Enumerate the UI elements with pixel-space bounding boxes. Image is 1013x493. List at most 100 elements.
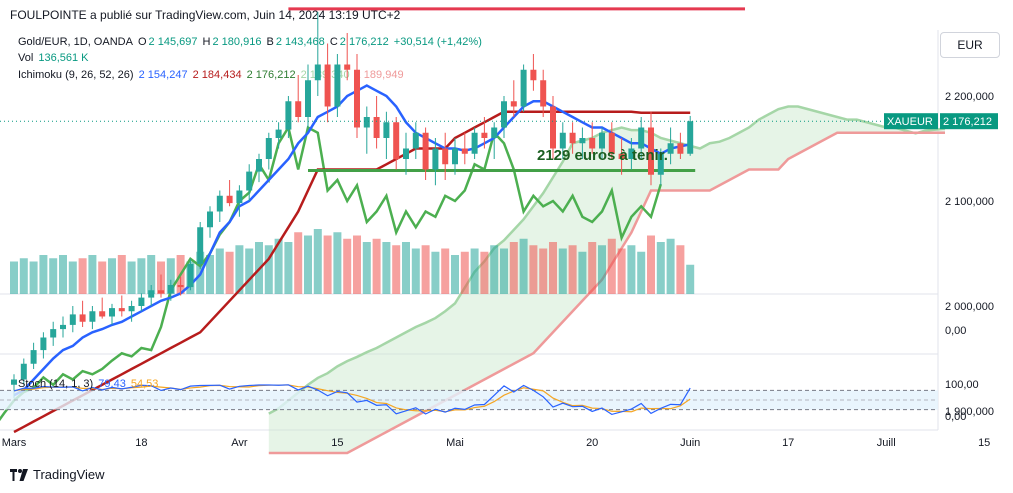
volume-label[interactable]: Vol [18,52,34,64]
span-b-value: 2 189,949 [354,69,404,81]
senkou-span-b-line [268,131,945,455]
candle-body [99,311,106,317]
stoch-legend: Stoch (14, 1, 3) 79,43 54,53 [18,378,160,390]
kijun-value: 2 184,434 [192,69,242,81]
candle-body [295,101,302,117]
volume-bar [127,261,136,294]
volume-bar [558,248,567,294]
candle-body [30,350,37,364]
volume-bar [421,245,430,294]
volume-bar [607,238,616,294]
candle-body [530,69,537,81]
candle-body [569,132,576,144]
time-tick-label: 18 [135,437,147,449]
candle-body [69,314,76,325]
candle-body [89,311,96,322]
volume-bar [274,238,283,294]
volume-bar [666,238,675,294]
volume-bar [509,242,518,294]
volume-bar [686,264,695,294]
ichimoku-label[interactable]: Ichimoku (9, 26, 52, 26) [18,69,134,81]
time-tick-label: 17 [782,437,794,449]
time-tick-label: 20 [586,437,598,449]
volume-bar [460,251,469,294]
candle-body [324,64,331,107]
volume-bar [676,245,685,294]
candle-body [579,138,586,144]
volume-bar [88,255,97,294]
candle-body [314,64,321,81]
volume-bar [588,242,597,294]
stoch-d-value: 54,53 [130,378,159,390]
volume-bar [539,248,548,294]
candle-body [334,64,341,107]
volume-bar [10,261,18,294]
close-value: 2 176,212 [339,36,389,48]
time-tick-label: Avr [231,437,248,449]
price-tick-label: 2 100,000 [945,196,994,208]
volume-bar [78,258,87,294]
volume-bar [402,242,410,294]
candle-body [393,122,400,159]
currency-button[interactable]: EUR [940,32,1000,58]
candle-body [442,148,449,165]
candle-body [109,308,115,317]
candle-body [138,297,145,306]
price-tick-label: 2 000,000 [945,301,994,313]
chikou-value: 2 176,212 [246,69,296,81]
time-tick-label: 15 [978,437,990,449]
volume-bar [598,245,606,294]
volume-bar [49,258,58,294]
volume-bar [264,245,273,294]
candle-body [40,337,47,351]
volume-bar [137,258,146,294]
time-tick-label: 15 [331,437,343,449]
volume-bar [519,238,528,294]
volume-bar [656,242,665,294]
candle-body [226,195,233,204]
volume-bar [637,251,646,294]
volume-bar [647,235,655,294]
volume-bar [147,255,156,294]
close-label: C [329,36,338,48]
time-tick-label: Mars [2,437,27,449]
volume-bar [480,251,489,294]
footer-brand[interactable]: TradingView [10,467,105,482]
volume-bar [529,245,538,294]
candle-body [275,129,282,138]
volume-bar [372,238,381,294]
symbol-name[interactable]: Gold/EUR, 1D, OANDA [18,36,133,48]
tenkan-value: 2 154,247 [138,69,188,81]
candle-body [207,211,213,228]
candle-body [20,363,27,380]
volume-bar [411,248,420,294]
candle-body [373,117,380,138]
volume-bar [166,258,175,294]
low-value: 2 143,468 [275,36,325,48]
open-label: O [137,36,147,48]
candle-body [452,148,458,165]
volume-bar [578,251,587,294]
stoch-k-value: 79,43 [98,378,126,390]
candle-body [285,101,292,130]
stoch-tick-label: 100,00 [945,379,979,391]
volume-bar [392,245,401,294]
stoch-k-line [13,384,691,416]
support-annotation: 2129 euros à tenir. [537,147,668,164]
candle-body [305,80,311,117]
candle-body [471,132,478,154]
stoch-tick-label: 0,00 [945,411,966,423]
candle-body [167,285,174,294]
stoch-label[interactable]: Stoch (14, 1, 3) [18,378,94,390]
candle-body [158,290,164,294]
low-label: B [266,36,274,48]
high-value: 2 180,916 [212,36,262,48]
ichimoku-cloud [268,106,945,453]
volume-bar [382,242,391,294]
price-tick-label: 1 900,000 [945,406,994,418]
candle-body [79,314,86,322]
volume-bar [284,242,293,294]
volume-bar [68,261,77,294]
